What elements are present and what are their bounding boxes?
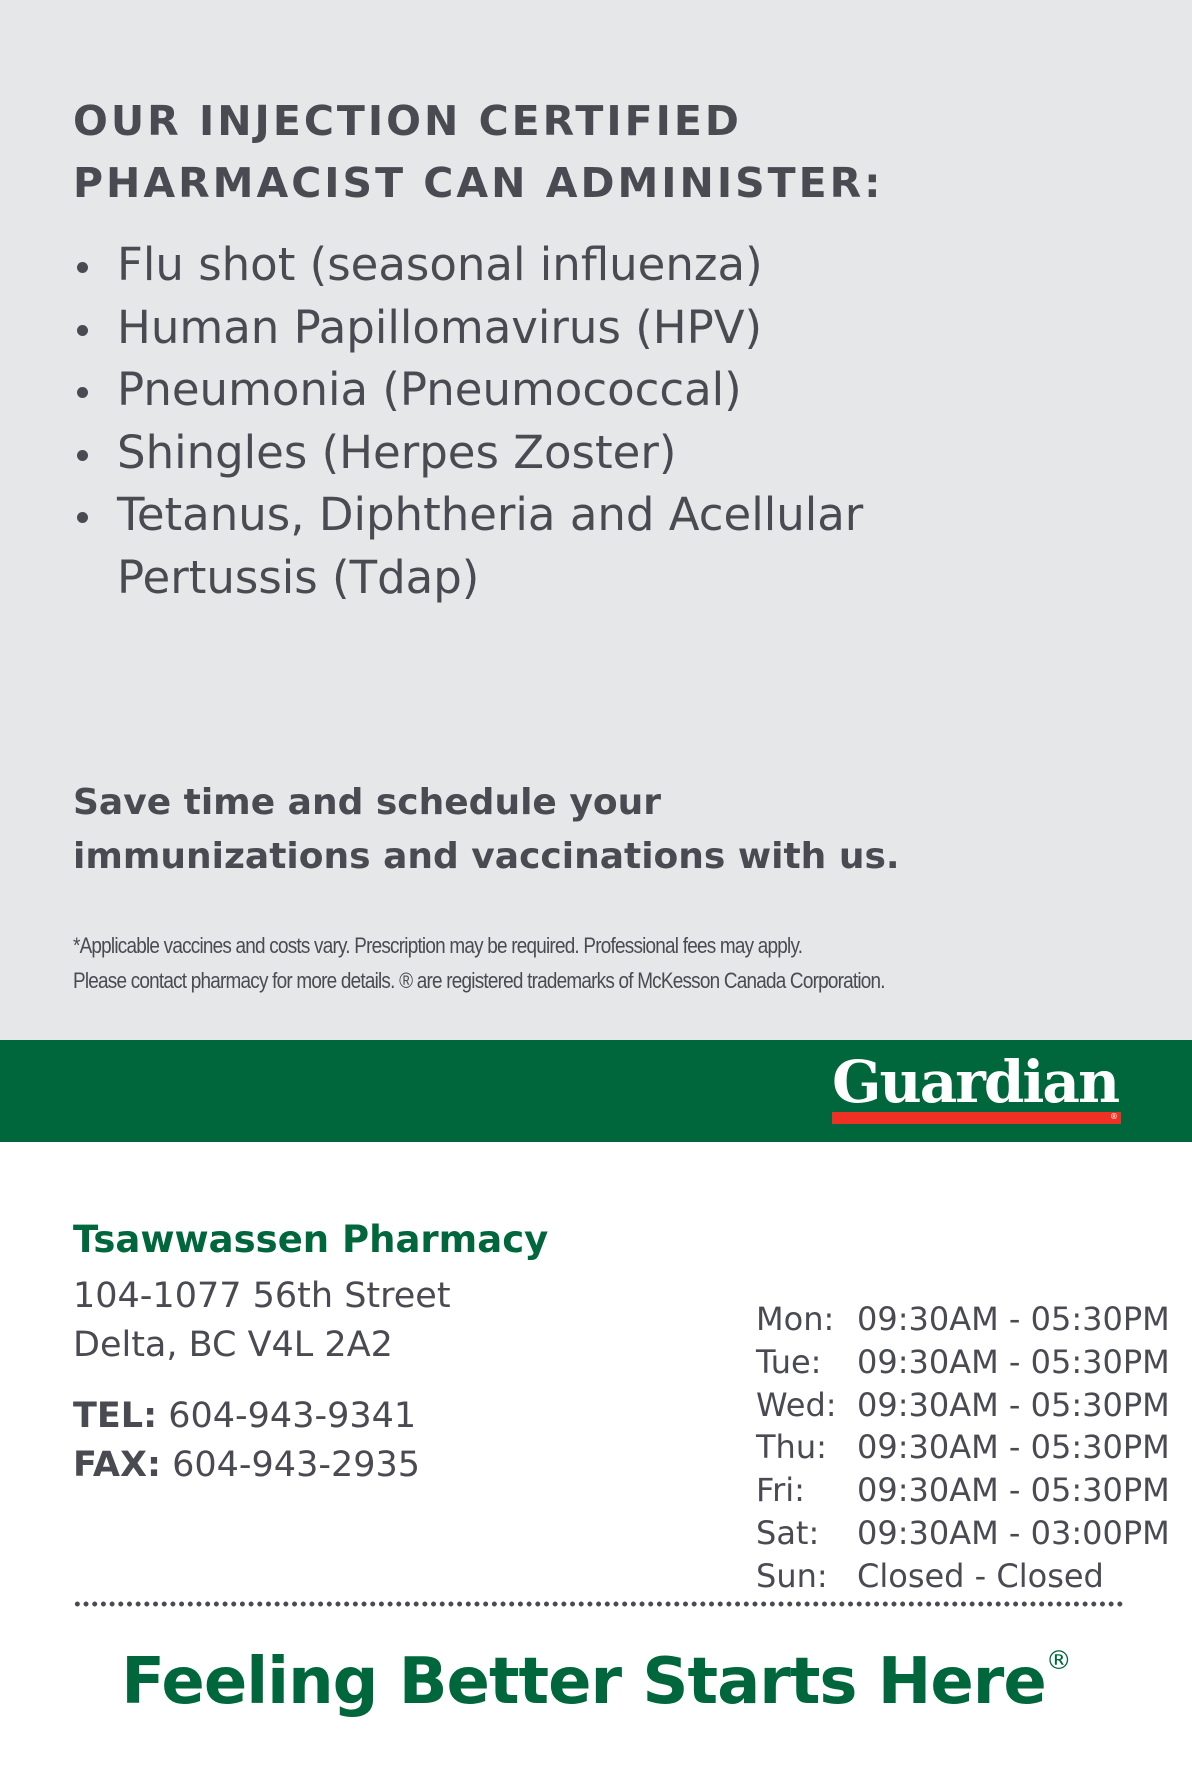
services-heading: OUR INJECTION CERTIFIED PHARMACIST CAN A… xyxy=(73,90,884,214)
contact-info: TEL: 604-943-9341 FAX: 604-943-2935 xyxy=(73,1392,420,1490)
time: 09:30AM - 05:30PM xyxy=(857,1471,1170,1510)
time: 09:30AM - 05:30PM xyxy=(857,1300,1170,1338)
tel-label: TEL: xyxy=(73,1396,158,1436)
fax-number: 604-943-2935 xyxy=(172,1445,421,1485)
list-item: Tetanus, Diphtheria and Acellular Pertus… xyxy=(73,484,1073,609)
time: 09:30AM - 03:00PM xyxy=(857,1513,1170,1552)
tel-number[interactable]: 604-943-9341 xyxy=(168,1396,417,1436)
guardian-logo: Guardian ® xyxy=(832,1048,1121,1126)
time: Closed - Closed xyxy=(857,1556,1104,1595)
hours-row: Fri: 09:30AM - 05:30PM xyxy=(756,1469,1170,1512)
day: Wed: xyxy=(756,1385,837,1424)
schedule-message: Save time and schedule your immunization… xyxy=(73,776,900,884)
services-panel xyxy=(0,0,1192,1040)
day: Tue: xyxy=(756,1342,822,1381)
services-list: Flu shot (seasonal influenza) Human Papi… xyxy=(73,234,1073,610)
tagline: Feeling Better Starts Here® xyxy=(0,1645,1192,1719)
hours-row: Mon: 09:30AM - 05:30PM xyxy=(756,1298,1170,1341)
fax-label: FAX: xyxy=(73,1445,161,1485)
footnote-line: *Applicable vaccines and costs vary. Pre… xyxy=(73,933,803,958)
heading-line: PHARMACIST CAN ADMINISTER: xyxy=(73,159,884,207)
list-item: Pneumonia (Pneumococcal) xyxy=(73,359,1073,422)
brand-band xyxy=(0,1040,1192,1142)
registered-mark: ® xyxy=(1110,1112,1118,1121)
message-line: Save time and schedule your xyxy=(73,782,661,823)
list-item: Flu shot (seasonal influenza) xyxy=(73,234,1073,297)
list-item: Human Papillomavirus (HPV) xyxy=(73,297,1073,360)
message-line: immunizations and vaccinations with us. xyxy=(73,836,900,877)
hours-row: Sat: 09:30AM - 03:00PM xyxy=(756,1512,1170,1555)
time: 09:30AM - 05:30PM xyxy=(857,1385,1170,1424)
day: Fri: xyxy=(756,1471,805,1510)
day: Mon: xyxy=(756,1300,835,1338)
pharmacy-address: 104-1077 56th Street Delta, BC V4L 2A2 xyxy=(73,1272,451,1370)
logo-red-bar xyxy=(832,1112,1121,1124)
logo-wordmark: Guardian xyxy=(832,1048,1120,1116)
hours-row: Sun: Closed - Closed xyxy=(756,1555,1170,1598)
fax: FAX: 604-943-2935 xyxy=(73,1441,420,1490)
registered-mark: ® xyxy=(1045,1646,1072,1676)
hours-row: Tue: 09:30AM - 05:30PM xyxy=(756,1341,1170,1384)
hours-row: Thu: 09:30AM - 05:30PM xyxy=(756,1426,1170,1469)
day: Sun: xyxy=(756,1556,828,1595)
hours-row: Wed: 09:30AM - 05:30PM xyxy=(756,1384,1170,1427)
list-item: Shingles (Herpes Zoster) xyxy=(73,422,1073,485)
address-line: Delta, BC V4L 2A2 xyxy=(73,1325,393,1365)
dotted-divider xyxy=(73,1601,1123,1607)
phone[interactable]: TEL: 604-943-9341 xyxy=(73,1392,420,1441)
day: Thu: xyxy=(756,1428,827,1467)
day: Sat: xyxy=(756,1513,820,1552)
heading-line: OUR INJECTION CERTIFIED xyxy=(73,97,742,145)
time: 09:30AM - 05:30PM xyxy=(857,1428,1170,1467)
address-line: 104-1077 56th Street xyxy=(73,1276,451,1316)
store-hours: Mon: 09:30AM - 05:30PM Tue: 09:30AM - 05:3… xyxy=(756,1298,1170,1598)
footnote: *Applicable vaccines and costs vary. Pre… xyxy=(73,928,886,998)
pharmacy-name: Tsawwassen Pharmacy xyxy=(73,1218,549,1261)
footnote-line: Please contact pharmacy for more details… xyxy=(73,968,886,993)
time: 09:30AM - 05:30PM xyxy=(857,1342,1170,1381)
tagline-text: Feeling Better Starts Here xyxy=(121,1645,1046,1719)
